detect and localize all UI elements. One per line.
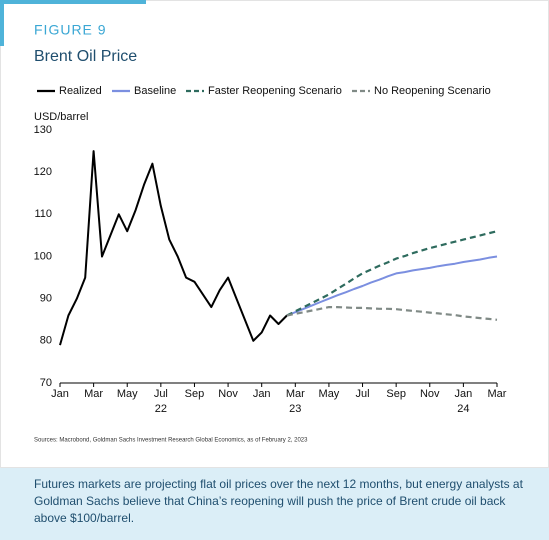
x-tick-label: May [319,388,340,400]
year-label: 22 [155,403,167,415]
line-series [286,255,498,317]
figure-label: FIGURE 9 [34,22,107,38]
y-tick-label: 80 [40,335,52,347]
line-series [286,230,498,317]
y-tick-label: 100 [34,250,52,262]
source: Sources: Macrobond, Goldman Sachs Invest… [34,438,308,444]
chart-title: Brent Oil Price [34,48,137,65]
legend-label: Faster Reopening Scenario [208,85,342,97]
y-tick-label: 120 [34,166,52,178]
accent-left [0,0,4,46]
chart: FIGURE 9 Brent Oil Price USD/barrel Sour… [0,0,549,468]
year-label: 24 [457,403,469,415]
x-tick-label: Jan [455,388,473,400]
x-tick-label: May [117,388,138,400]
legend-label: Realized [59,85,102,97]
x-tick-label: Mar [286,388,305,400]
x-tick-label: Nov [420,388,440,400]
legend-label: Baseline [134,85,176,97]
x-tick-label: Sep [185,388,205,400]
y-tick-label: 90 [40,293,52,305]
year-label: 23 [289,403,301,415]
y-tick-label: 130 [34,124,52,136]
y-axis-label: USD/barrel [34,111,88,123]
accent-top [0,0,146,4]
x-tick-label: Sep [386,388,406,400]
line-series [59,150,288,346]
x-tick-label: Jan [253,388,271,400]
x-tick-label: Mar [488,388,507,400]
legend-label: No Reopening Scenario [374,85,491,97]
x-tick-label: Jan [51,388,69,400]
y-tick-label: 70 [40,377,52,389]
x-tick-label: Jul [356,388,370,400]
x-tick-label: Mar [84,388,103,400]
caption: Futures markets are projecting flat oil … [0,468,549,540]
x-tick-label: Nov [218,388,238,400]
y-tick-label: 110 [34,208,52,220]
line-series [286,306,498,321]
x-tick-label: Jul [154,388,168,400]
